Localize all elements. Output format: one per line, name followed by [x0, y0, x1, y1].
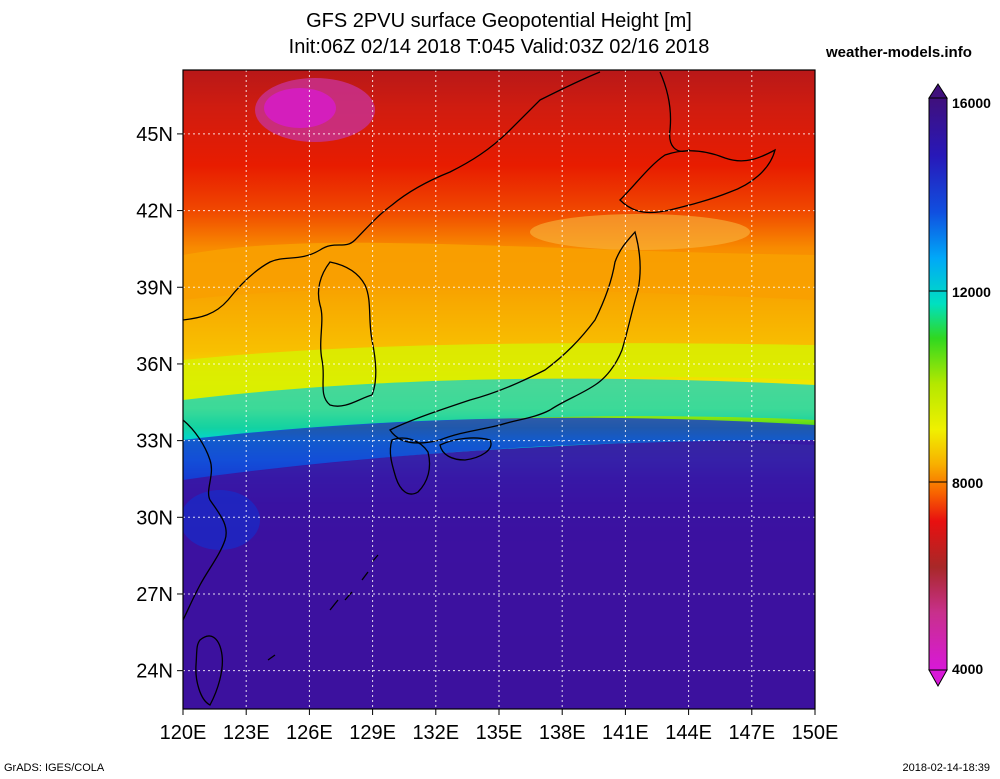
colorbar-label-4000: 4000	[952, 661, 983, 677]
lat-tick-label: 24N	[136, 661, 173, 683]
lon-tick-label: 120E	[160, 722, 207, 744]
colorbar: 16000 12000 8000 4000	[928, 83, 991, 688]
colorbar-label-16000: 16000	[952, 95, 991, 111]
coast-taiwan	[195, 635, 224, 706]
lon-axis: 120E 123E 126E 129E 132E 135E 138E 141E 144E 147E…	[160, 709, 839, 744]
lon-tick-label: 147E	[728, 722, 775, 744]
height-field	[183, 70, 815, 709]
lat-tick-label: 42N	[136, 201, 173, 223]
lon-tick-label: 144E	[665, 722, 712, 744]
coast-china-east	[183, 419, 227, 621]
lat-tick-label: 30N	[136, 507, 173, 529]
lon-tick-label: 132E	[412, 722, 459, 744]
coast-hokkaido	[619, 148, 776, 214]
coast-honshu	[389, 230, 641, 444]
lat-axis: 45N 42N 39N 36N 33N 30N 27N 24N	[136, 124, 183, 683]
colorbar-label-8000: 8000	[952, 475, 983, 491]
lat-tick-label: 33N	[136, 431, 173, 453]
coast-sakhalin	[659, 71, 691, 152]
colorbar-top-arrow	[928, 83, 948, 99]
gridlines	[183, 70, 815, 709]
lat-tick-label: 36N	[136, 354, 173, 376]
title-line1: GFS 2PVU surface Geopotential Height [m]	[306, 10, 692, 32]
footer-credit: GrADS: IGES/COLA	[4, 762, 105, 774]
lat-tick-label: 45N	[136, 124, 173, 146]
coast-kyushu	[389, 437, 431, 495]
lat-tick-label: 27N	[136, 584, 173, 606]
footer-timestamp: 2018-02-14-18:39	[902, 762, 990, 774]
title-line2: Init:06Z 02/14 2018 T:045 Valid:03Z 02/1…	[288, 36, 710, 58]
colorbar-label-12000: 12000	[952, 284, 991, 300]
lon-tick-label: 135E	[476, 722, 523, 744]
coast-ryukyu	[267, 554, 379, 661]
lon-tick-label: 141E	[602, 722, 649, 744]
lat-tick-label: 39N	[136, 277, 173, 299]
colorbar-bottom-arrow	[928, 669, 948, 688]
lon-tick-label: 138E	[539, 722, 586, 744]
coast-korea-china	[183, 71, 601, 321]
lon-tick-label: 123E	[223, 722, 270, 744]
lon-tick-label: 150E	[792, 722, 839, 744]
coast-korea-peninsula	[317, 261, 377, 407]
brand-label: weather-models.info	[826, 44, 972, 61]
lon-tick-label: 129E	[349, 722, 396, 744]
colorbar-bar	[928, 97, 948, 671]
lon-tick-label: 126E	[286, 722, 333, 744]
coast-shikoku	[439, 437, 492, 461]
coastlines	[183, 71, 776, 706]
